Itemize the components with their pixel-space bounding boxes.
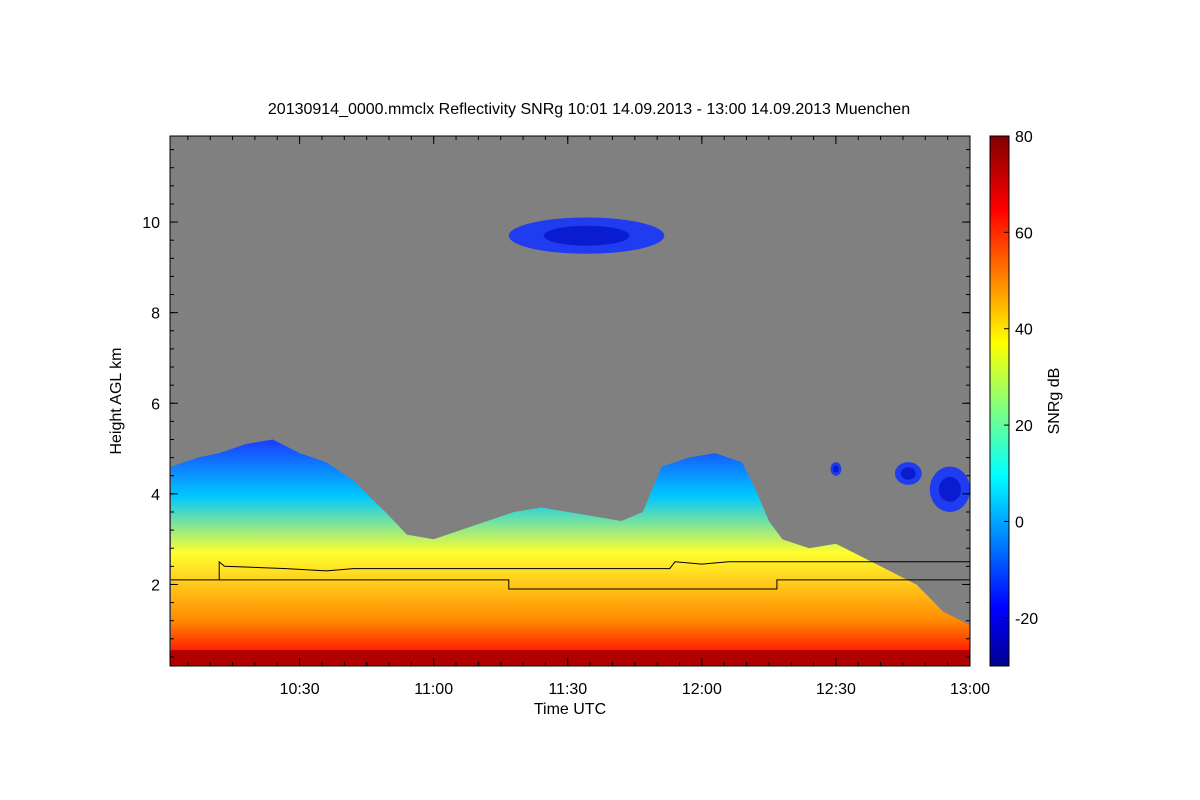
cloud-patch-core (832, 465, 839, 473)
y-tick-label: 10 (142, 215, 160, 232)
x-axis-label: Time UTC (534, 701, 606, 718)
cloud-patch-layer (508, 217, 970, 512)
boundary-layer-echo (170, 439, 970, 666)
colorbar: -20 0 20 40 60 80 SNRg dB (989, 129, 1063, 667)
colorbar-tick-label: -20 (1015, 611, 1038, 628)
plot-area (170, 136, 970, 666)
x-axis: 10:30 11:00 11:30 12:00 12:30 13:00 (187, 136, 990, 698)
chart-title: 20130914_0000.mmclx Reflectivity SNRg 10… (268, 101, 910, 118)
y-axis: 2 4 6 8 10 (142, 149, 970, 658)
y-tick-label: 6 (151, 396, 160, 413)
colorbar-tick-label: 0 (1015, 514, 1024, 531)
reference-line-lower (218, 560, 970, 580)
colorbar-tick-label: 80 (1015, 129, 1033, 146)
colorbar-tick-label: 60 (1015, 225, 1033, 242)
reference-line-layer (170, 560, 970, 590)
cloud-patch-core (900, 467, 916, 480)
colorbar-tick-label: 40 (1015, 322, 1033, 339)
x-tick-label: 13:00 (950, 681, 990, 698)
colorbar-ticks: -20 0 20 40 60 80 (1004, 129, 1038, 628)
x-tick-label: 10:30 (280, 681, 320, 698)
y-axis-label: Height AGL km (108, 347, 125, 454)
colorbar-tick-label: 20 (1015, 418, 1033, 435)
colorbar-scale (989, 135, 1010, 667)
y-tick-label: 8 (151, 306, 160, 323)
y-tick-label: 4 (151, 487, 160, 504)
plot-frame (169, 135, 971, 667)
cloud-patch-core (543, 225, 630, 246)
reference-line-upper (170, 579, 970, 590)
y-tick-label: 2 (151, 577, 160, 594)
x-tick-label: 12:00 (682, 681, 722, 698)
x-tick-label: 12:30 (816, 681, 856, 698)
x-tick-label: 11:30 (548, 681, 587, 698)
surface-clutter-band (170, 650, 970, 666)
cloud-patch-core (938, 476, 961, 502)
x-tick-label: 11:00 (414, 681, 453, 698)
colorbar-label: SNRg dB (1046, 368, 1063, 435)
